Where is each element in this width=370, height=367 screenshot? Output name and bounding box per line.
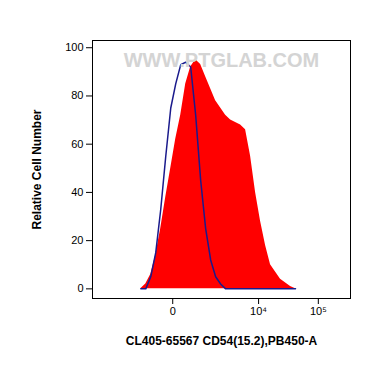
svg-text:100: 100	[65, 41, 83, 53]
svg-text:10⁴: 10⁴	[250, 305, 267, 317]
svg-text:WWW.PTGLAB.COM: WWW.PTGLAB.COM	[124, 49, 320, 71]
svg-text:40: 40	[71, 186, 83, 198]
svg-text:60: 60	[71, 138, 83, 150]
svg-text:CL405-65567 CD54(15.2),PB450-A: CL405-65567 CD54(15.2),PB450-A	[126, 334, 318, 348]
svg-text:10⁵: 10⁵	[310, 305, 327, 317]
svg-text:80: 80	[71, 89, 83, 101]
svg-text:0: 0	[170, 305, 176, 317]
svg-text:20: 20	[71, 234, 83, 246]
svg-text:Relative Cell Number: Relative Cell Number	[30, 109, 44, 229]
svg-text:0: 0	[77, 282, 83, 294]
